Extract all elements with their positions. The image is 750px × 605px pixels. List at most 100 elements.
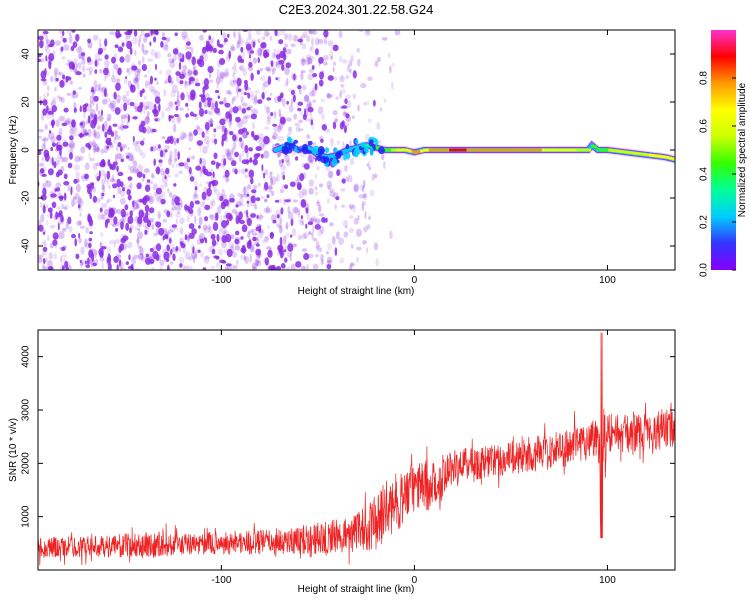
noise-speckle [362,179,366,189]
noise-speckle [103,67,109,76]
noise-speckle [249,246,253,253]
noise-speckle [70,199,75,207]
noise-speckle [75,253,80,260]
noise-speckle [191,255,195,261]
ridge-cell [582,148,586,152]
noise-speckle [158,159,163,163]
ridge-blob [284,141,289,147]
noise-speckle [258,225,262,234]
noise-speckle [155,243,162,252]
noise-speckle [168,211,173,218]
ridge-cell [298,148,302,152]
noise-speckle [154,96,161,104]
noise-speckle [101,178,107,185]
noise-speckle [221,154,226,158]
ridge-blob [355,146,360,154]
noise-speckle [327,93,333,98]
noise-speckle [185,41,191,46]
noise-speckle [127,176,131,182]
noise-speckle [166,229,170,235]
noise-speckle [112,123,118,127]
noise-speckle [252,41,256,48]
noise-speckle [332,121,337,130]
noise-speckle [159,193,163,201]
noise-speckle [198,233,205,241]
noise-speckle [195,165,202,171]
noise-speckle [264,181,269,191]
noise-speckle [209,111,213,116]
noise-speckle [294,207,300,215]
noise-speckle [71,119,76,128]
noise-speckle [134,49,137,57]
noise-speckle [352,115,355,119]
noise-speckle [211,239,217,247]
noise-speckle [327,242,332,251]
y-tick-label: -20 [21,190,32,205]
noise-speckle [238,33,241,41]
noise-speckle [113,242,116,248]
noise-speckle [352,70,357,79]
noise-speckle [153,36,157,43]
noise-speckle [236,105,243,111]
noise-speckle [202,30,207,33]
noise-speckle [307,106,314,113]
noise-speckle [199,157,202,165]
noise-speckle [210,121,213,125]
ridge-cell [423,148,427,152]
noise-speckle [174,173,179,178]
noise-speckle [129,182,133,188]
noise-speckle [254,135,258,142]
noise-speckle [173,137,177,146]
noise-speckle [327,185,331,191]
noise-speckle [47,85,50,92]
noise-speckle [267,114,271,122]
ridge-cell [330,155,334,158]
noise-speckle [288,104,294,113]
noise-speckle [273,67,276,74]
noise-speckle [278,59,285,65]
noise-speckle [125,261,129,265]
noise-speckle [120,233,125,242]
noise-speckle [323,38,328,45]
noise-speckle [237,39,242,44]
noise-speckle [203,84,209,90]
noise-speckle [56,205,61,210]
noise-speckle [55,182,62,189]
noise-speckle [161,148,166,158]
ridge-cell [625,150,629,154]
noise-speckle [264,90,267,95]
noise-speckle [153,158,156,166]
noise-speckle [66,92,71,96]
ridge-cell [527,148,531,152]
noise-speckle [217,248,223,256]
noise-speckle [344,225,348,229]
noise-speckle [137,245,142,249]
noise-speckle [107,209,114,215]
noise-speckle [151,172,154,179]
noise-speckle [172,253,176,261]
noise-speckle [335,115,338,123]
noise-speckle [266,120,272,125]
noise-speckle [240,65,245,72]
noise-speckle [109,100,117,108]
noise-speckle [213,152,218,160]
noise-speckle [75,183,81,193]
noise-speckle [316,201,321,206]
noise-speckle [47,213,50,218]
noise-speckle [175,105,179,111]
noise-speckle [255,48,262,57]
noise-speckle [320,259,324,265]
noise-speckle [115,30,121,39]
noise-speckle [56,159,60,167]
noise-speckle [143,168,150,174]
noise-speckle [61,122,68,127]
ridge-cell [466,148,470,152]
noise-speckle [62,74,66,80]
noise-speckle [138,149,143,156]
noise-speckle [84,173,89,180]
noise-speckle [219,259,226,264]
noise-speckle [242,133,248,138]
noise-speckle [44,124,48,130]
noise-speckle [224,210,229,219]
noise-speckle [173,148,178,157]
